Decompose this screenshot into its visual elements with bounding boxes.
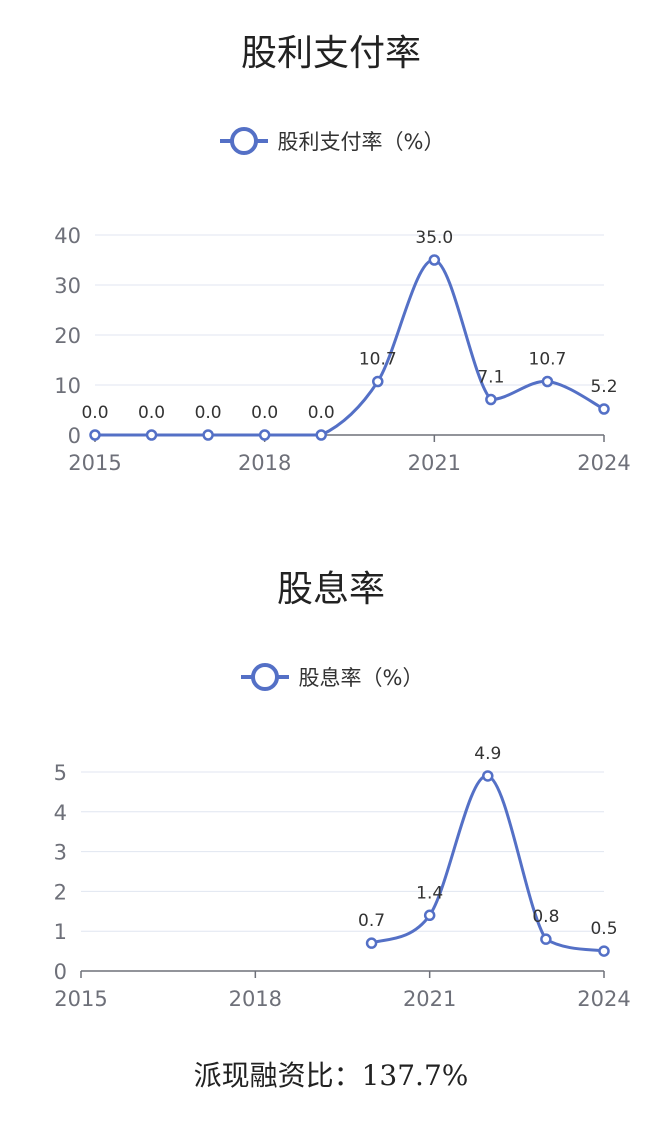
- y-tick-label: 3: [54, 841, 67, 865]
- data-label: 0.0: [81, 403, 108, 423]
- x-tick-label: 2015: [54, 987, 107, 1011]
- legend-label-payout: 股利支付率（%）: [277, 130, 445, 154]
- x-tick-label: 2024: [577, 451, 630, 475]
- data-label: 0.7: [358, 911, 385, 931]
- y-tick-label: 30: [54, 274, 81, 298]
- data-point: [145, 429, 158, 441]
- y-tick-label: 5: [54, 761, 67, 785]
- chart-title-yield: 股息率: [276, 569, 385, 610]
- data-point: [372, 375, 384, 388]
- y-tick-label: 2: [54, 880, 67, 904]
- legend-yield[interactable]: 股息率（%）: [0, 662, 662, 692]
- legend-payout[interactable]: 股利支付率（%）: [0, 126, 662, 156]
- data-label: 0.0: [308, 403, 335, 423]
- data-point: [598, 403, 610, 415]
- data-point: [598, 945, 610, 957]
- data-point: [202, 429, 214, 441]
- data-label: 0.8: [532, 907, 559, 927]
- data-label: 10.7: [359, 350, 397, 370]
- x-tick-label: 2018: [238, 451, 291, 475]
- data-point: [428, 254, 441, 266]
- y-tick-label: 4: [54, 801, 67, 825]
- y-tick-label: 20: [54, 324, 81, 348]
- x-tick-label: 2021: [403, 987, 456, 1011]
- y-tick-label: 0: [68, 424, 81, 448]
- series-line: [370, 774, 605, 953]
- data-point: [315, 429, 327, 441]
- data-point: [89, 429, 101, 441]
- data-label: 4.9: [474, 744, 501, 764]
- data-label: 0.5: [590, 919, 617, 939]
- series-line: [94, 258, 605, 437]
- data-point: [541, 375, 554, 388]
- data-label: 0.0: [195, 403, 222, 423]
- legend-line-marker-icon: [240, 663, 289, 691]
- payout-ratio-plot: 0 10 20 30 40 2015 2018 2021 2024 0.0 0.0 0.0 0.0 0.0…: [54, 224, 630, 475]
- y-tick-label: 0: [54, 960, 67, 984]
- data-label: 7.1: [477, 368, 504, 388]
- x-tick-label: 2021: [408, 451, 461, 475]
- legend-line-marker-icon: [219, 127, 268, 155]
- y-tick-label: 40: [54, 224, 81, 248]
- data-point: [423, 909, 436, 922]
- payout-financing-ratio: 派现融资比：137.7%: [193, 1059, 469, 1092]
- data-point: [482, 770, 494, 782]
- data-point: [258, 429, 271, 441]
- x-tick-label: 2018: [229, 987, 282, 1011]
- y-tick-label: 1: [54, 920, 67, 944]
- legend-label-yield: 股息率（%）: [298, 666, 424, 690]
- data-point: [365, 937, 378, 949]
- data-label: 35.0: [415, 228, 453, 248]
- data-point: [485, 393, 497, 406]
- data-label: 10.7: [529, 350, 567, 370]
- data-label: 0.0: [251, 403, 278, 423]
- x-tick-label: 2024: [577, 987, 630, 1011]
- data-label: 1.4: [416, 883, 443, 903]
- x-tick-label: 2015: [68, 451, 121, 475]
- data-point: [540, 933, 552, 945]
- y-tick-label: 10: [54, 374, 81, 398]
- dividend-yield-plot: 0 1 2 3 4 5 2015 2018 2021 2024 0.7 1.4 4.9 0.8 0.5: [54, 744, 631, 1011]
- chart-title-payout: 股利支付率: [240, 33, 421, 74]
- data-label: 5.2: [590, 377, 617, 397]
- data-label: 0.0: [138, 403, 165, 423]
